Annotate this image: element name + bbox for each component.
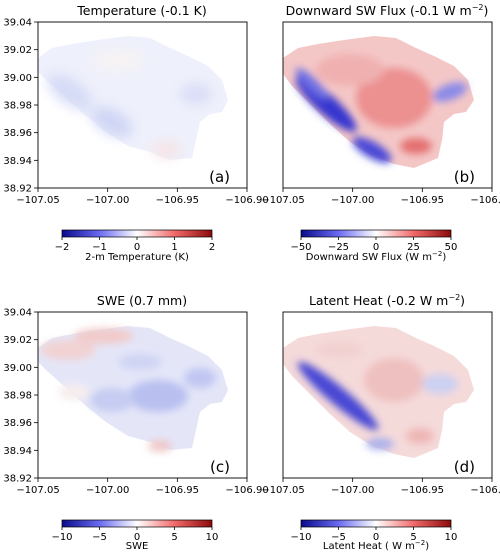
colorbar-b-bar	[300, 229, 452, 238]
panel-a-ytick-label: 39.04	[3, 18, 32, 29]
panel-c-xtick-label: −106.90	[225, 485, 268, 496]
panel-b-xtick-label: −107.05	[261, 195, 304, 206]
colorbar-c-tick-label: −5	[92, 532, 107, 543]
panel-d-field	[283, 326, 474, 458]
panel-a-ytick-label: 38.94	[3, 156, 32, 167]
panel-d-xtick-label: −106.90	[470, 485, 500, 496]
colorbar-c-bar	[61, 519, 213, 528]
panel-a-xtick-label: −106.95	[156, 195, 199, 206]
colorbar-c-tick-label: 10	[206, 532, 219, 543]
panel-c-xtick-label: −107.00	[86, 485, 129, 496]
colorbar-a-tick-label: 1	[171, 242, 177, 253]
colorbar-b-tick-label: 25	[407, 242, 420, 253]
panel-c-ytick-label: 38.94	[3, 446, 32, 457]
panel-b-xtick-label: −106.90	[470, 195, 500, 206]
panel-c: SWE (0.7 mm) (c) −107.05 −107.00 −106.95 −1…	[3, 293, 268, 496]
panel-c-letter: (c)	[210, 458, 230, 476]
panel-c-ytick-label: 39.02	[3, 335, 32, 346]
panel-d-xtick-label: −107.05	[261, 485, 304, 496]
panel-a-xtick-label: −106.90	[225, 195, 268, 206]
colorbar-d-tick-label: 5	[410, 532, 416, 543]
panel-c-ytick-label: 38.92	[3, 474, 32, 485]
panel-a-ytick-label: 39.02	[3, 45, 32, 56]
colorbar-a-tick-label: −2	[55, 242, 70, 253]
panel-a-title: Temperature (-0.1 K)	[76, 3, 207, 18]
panel-d: Latent Heat (-0.2 W m−2) (d) −107.05 −107…	[261, 293, 500, 496]
colorbar-b-label: Downward SW Flux (W m−2)	[306, 250, 447, 263]
colorbar-d-tick-label: 10	[445, 532, 458, 543]
colorbar-c-label: SWE	[126, 541, 149, 552]
panel-a-ytick-label: 39.00	[3, 73, 32, 84]
colorbar-c-tick-label: 0	[134, 532, 140, 543]
colorbar-d-label: Latent Heat ( W m−2)	[323, 539, 429, 552]
panel-a-ytick-label: 38.98	[3, 101, 32, 112]
panel-b-xtick-label: −106.95	[401, 195, 444, 206]
panel-c-ytick-label: 38.96	[3, 418, 32, 429]
panel-a-letter: (a)	[209, 168, 230, 186]
panel-d-xtick-label: −106.95	[401, 485, 444, 496]
panel-c-xtick-label: −106.95	[156, 485, 199, 496]
panel-c-ytick-label: 38.98	[3, 391, 32, 402]
panel-a-xtick-label: −107.05	[16, 195, 59, 206]
panel-a-xtick-label: −107.00	[86, 195, 129, 206]
colorbar-a: −2 −1 0 1 2 2-m Temperature (K)	[55, 229, 215, 263]
panel-b-title: Downward SW Flux (-0.1 W m−2)	[286, 3, 489, 18]
panel-c-ytick-label: 39.04	[3, 308, 32, 319]
panel-c-title: SWE (0.7 mm)	[97, 293, 187, 308]
panel-b-xtick-label: −107.00	[331, 195, 374, 206]
colorbar-d: −10 −5 0 5 10 Latent Heat ( W m−2)	[290, 519, 458, 552]
colorbar-b-tick-label: 50	[445, 242, 458, 253]
colorbar-a-tick-label: 2	[209, 242, 215, 253]
panel-d-frame	[282, 311, 493, 479]
colorbar-a-bar	[61, 229, 213, 238]
colorbar-c-tick-label: 5	[171, 532, 177, 543]
panel-b: Downward SW Flux (-0.1 W m−2) (b) −107.0…	[261, 3, 500, 206]
colorbar-c-tick-label: −10	[51, 532, 72, 543]
colorbar-d-tick-label: −5	[331, 532, 346, 543]
panel-b-field	[283, 36, 474, 168]
panel-c-field	[38, 326, 228, 452]
panel-a-field	[38, 36, 228, 160]
colorbar-d-tick-label: 0	[373, 532, 379, 543]
colorbar-a-tick-label: 0	[134, 242, 140, 253]
colorbar-b-tick-label: −50	[290, 242, 311, 253]
colorbar-d-bar	[300, 519, 452, 528]
colorbar-c: −10 −5 0 5 10 SWE	[51, 519, 219, 552]
panel-a: Temperature (-0.1 K) (a) −107.05 −107.00 −…	[3, 3, 268, 206]
colorbar-a-tick-label: −1	[92, 242, 107, 253]
panel-d-letter: (d)	[454, 458, 475, 476]
panel-d-xtick-label: −107.00	[331, 485, 374, 496]
colorbar-b-tick-label: 0	[373, 242, 379, 253]
colorbar-a-label: 2-m Temperature (K)	[85, 252, 189, 263]
panel-a-ytick-label: 38.92	[3, 184, 32, 195]
panel-b-frame	[282, 21, 493, 189]
panel-c-ytick-label: 39.00	[3, 363, 32, 374]
panel-d-title: Latent Heat (-0.2 W m−2)	[309, 293, 465, 308]
panel-a-ytick-label: 38.96	[3, 128, 32, 139]
colorbar-b-tick-label: −25	[328, 242, 349, 253]
panel-b-letter: (b)	[454, 168, 475, 186]
colorbar-b: −50 −25 0 25 50 Downward SW Flux (W m−2)	[290, 229, 458, 263]
colorbar-d-tick-label: −10	[290, 532, 311, 543]
panel-c-xtick-label: −107.05	[16, 485, 59, 496]
